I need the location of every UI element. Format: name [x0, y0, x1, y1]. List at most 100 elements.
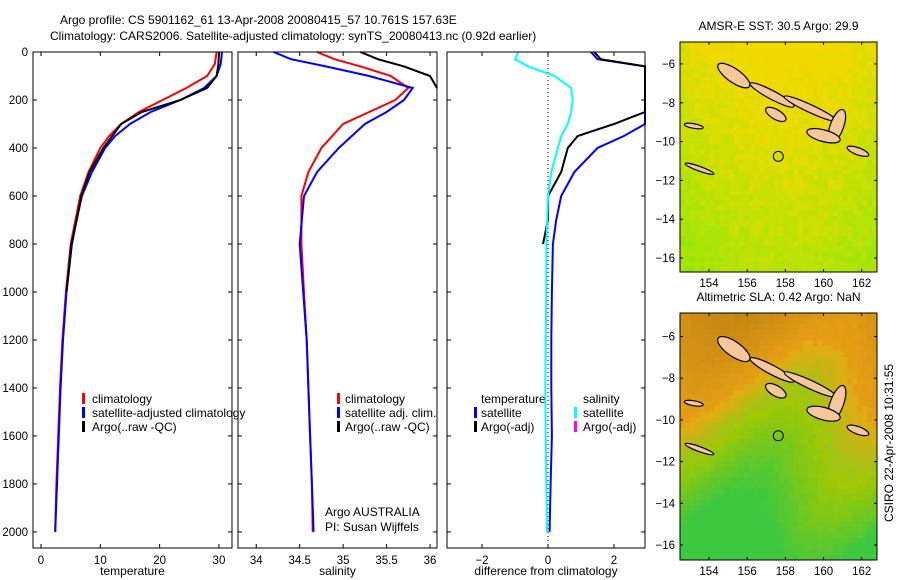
heatmap-cell: [788, 164, 794, 171]
heatmap-cell: [694, 488, 701, 495]
heatmap-cell: [709, 538, 715, 544]
heatmap-cell: [822, 190, 829, 196]
heatmap-cell: [852, 549, 858, 555]
heatmap-cell: [749, 154, 755, 160]
heatmap-cell: [714, 251, 720, 258]
heatmap-cell: [744, 118, 750, 125]
heatmap-cell: [719, 472, 725, 479]
heatmap-cell: [857, 246, 863, 252]
heatmap-cell: [768, 266, 774, 273]
heatmap-cell: [699, 98, 706, 104]
heatmap-cell: [798, 93, 804, 99]
heatmap-cell: [778, 411, 784, 418]
heatmap-cell: [842, 57, 848, 63]
lon-tick-label: 154: [699, 566, 719, 578]
heatmap-cell: [798, 345, 804, 352]
heatmap-cell: [778, 439, 784, 446]
heatmap-cell: [734, 149, 740, 155]
heatmap-cell: [758, 329, 765, 336]
heatmap-cell: [842, 378, 848, 385]
heatmap-cell: [827, 205, 834, 212]
heatmap-cell: [704, 164, 710, 171]
heatmap-cell: [694, 139, 701, 145]
heatmap-cell: [753, 67, 760, 74]
heatmap-cell: [704, 384, 710, 391]
heatmap-cell: [862, 118, 868, 125]
heatmap-cell: [793, 439, 799, 446]
heatmap-cell: [847, 42, 853, 48]
heatmap-cell: [694, 108, 701, 114]
heatmap-cell: [872, 356, 878, 363]
heatmap-cell: [714, 461, 720, 468]
heatmap-cell: [827, 118, 834, 125]
heatmap-cell: [842, 461, 848, 468]
heatmap-cell: [749, 433, 755, 440]
heatmap-cell: [709, 128, 715, 135]
heatmap-cell: [852, 450, 858, 457]
heatmap-cell: [798, 169, 804, 176]
heatmap-cell: [680, 488, 686, 495]
heatmap-cell: [813, 47, 819, 53]
heatmap-cell: [827, 164, 834, 171]
island-landmass: [684, 442, 715, 456]
heatmap-cell: [763, 400, 770, 407]
heatmap-cell: [857, 128, 863, 135]
heatmap-cell: [699, 373, 706, 380]
heatmap-cell: [857, 164, 863, 171]
heatmap-cell: [719, 220, 725, 227]
heatmap-cell: [847, 356, 853, 363]
heatmap-cell: [867, 205, 873, 212]
heatmap-cell: [837, 428, 843, 435]
heatmap-cell: [808, 521, 814, 528]
heatmap-cell: [798, 174, 804, 181]
heatmap-cell: [837, 62, 843, 68]
heatmap-cell: [739, 261, 745, 268]
heatmap-cell: [803, 461, 809, 468]
heatmap-cell: [837, 516, 843, 523]
heatmap-cell: [867, 77, 873, 84]
heatmap-cell: [783, 210, 789, 217]
heatmap-cell: [827, 329, 834, 336]
heatmap-cell: [867, 422, 873, 429]
difference-legend: temperature satellite Argo(-adj) salinit…: [474, 392, 636, 434]
heatmap-cell: [862, 362, 868, 369]
heatmap-cell: [709, 329, 715, 336]
heatmap-cell: [827, 144, 834, 150]
heatmap-cell: [714, 57, 720, 63]
heatmap-cell: [822, 88, 829, 94]
legend-swatch-temp-argo: [474, 421, 477, 432]
heatmap-cell: [739, 510, 745, 517]
heatmap-cell: [763, 351, 770, 358]
heatmap-cell: [852, 134, 858, 140]
heatmap-cell: [763, 72, 770, 79]
heatmap-cell: [758, 190, 765, 196]
heatmap-cell: [680, 52, 686, 58]
heatmap-cell: [813, 42, 819, 48]
heatmap-cell: [857, 185, 863, 191]
heatmap-cell: [847, 113, 853, 120]
heatmap-cell: [694, 378, 701, 385]
heatmap-cell: [867, 483, 873, 490]
heatmap-cell: [832, 351, 839, 358]
heatmap-cell: [857, 93, 863, 99]
heatmap-cell: [857, 52, 863, 58]
heatmap-cell: [763, 483, 770, 490]
heatmap-cell: [817, 226, 824, 232]
heatmap-cell: [729, 318, 735, 325]
heatmap-cell: [837, 466, 843, 473]
heatmap-cell: [729, 329, 735, 336]
heatmap-cell: [842, 67, 848, 74]
heatmap-cell: [862, 494, 868, 501]
heatmap-cell: [847, 108, 853, 114]
heatmap-cell: [803, 439, 809, 446]
heatmap-cell: [724, 246, 730, 252]
heatmap-cell: [837, 236, 843, 242]
heatmap-cell: [817, 554, 824, 561]
heatmap-cell: [734, 144, 740, 150]
heatmap-cell: [714, 195, 720, 201]
heatmap-cell: [753, 340, 760, 347]
heatmap-cell: [852, 488, 858, 495]
heatmap-cell: [714, 373, 720, 380]
heatmap-cell: [803, 345, 809, 352]
heatmap-cell: [758, 103, 765, 109]
